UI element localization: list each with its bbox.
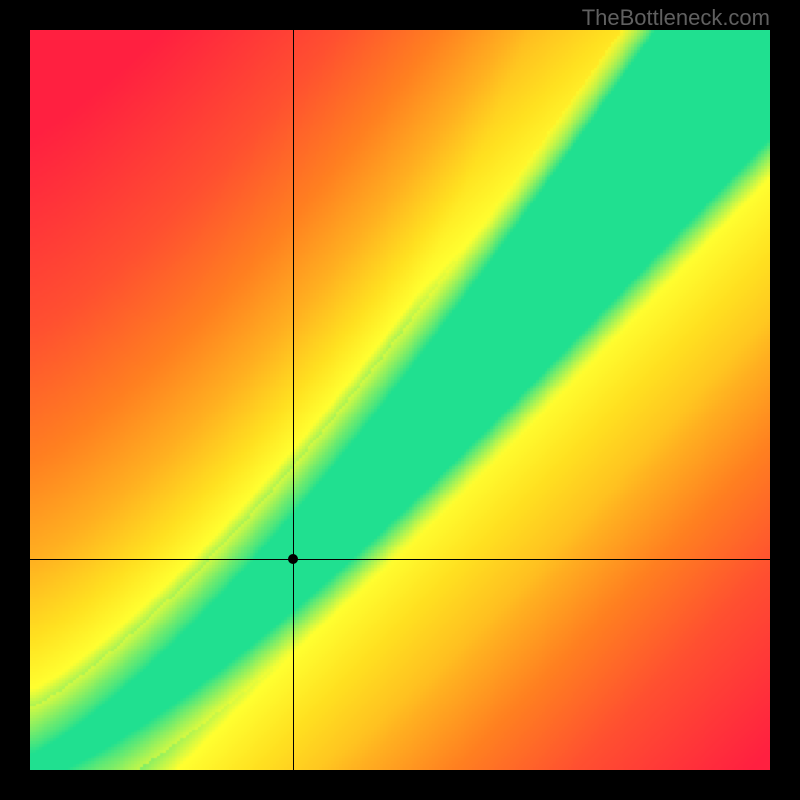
crosshair-horizontal [30, 559, 770, 560]
watermark-text: TheBottleneck.com [582, 5, 770, 31]
marker-dot [288, 554, 298, 564]
heatmap-canvas [30, 30, 770, 770]
crosshair-vertical [293, 30, 294, 770]
heatmap-plot [30, 30, 770, 770]
